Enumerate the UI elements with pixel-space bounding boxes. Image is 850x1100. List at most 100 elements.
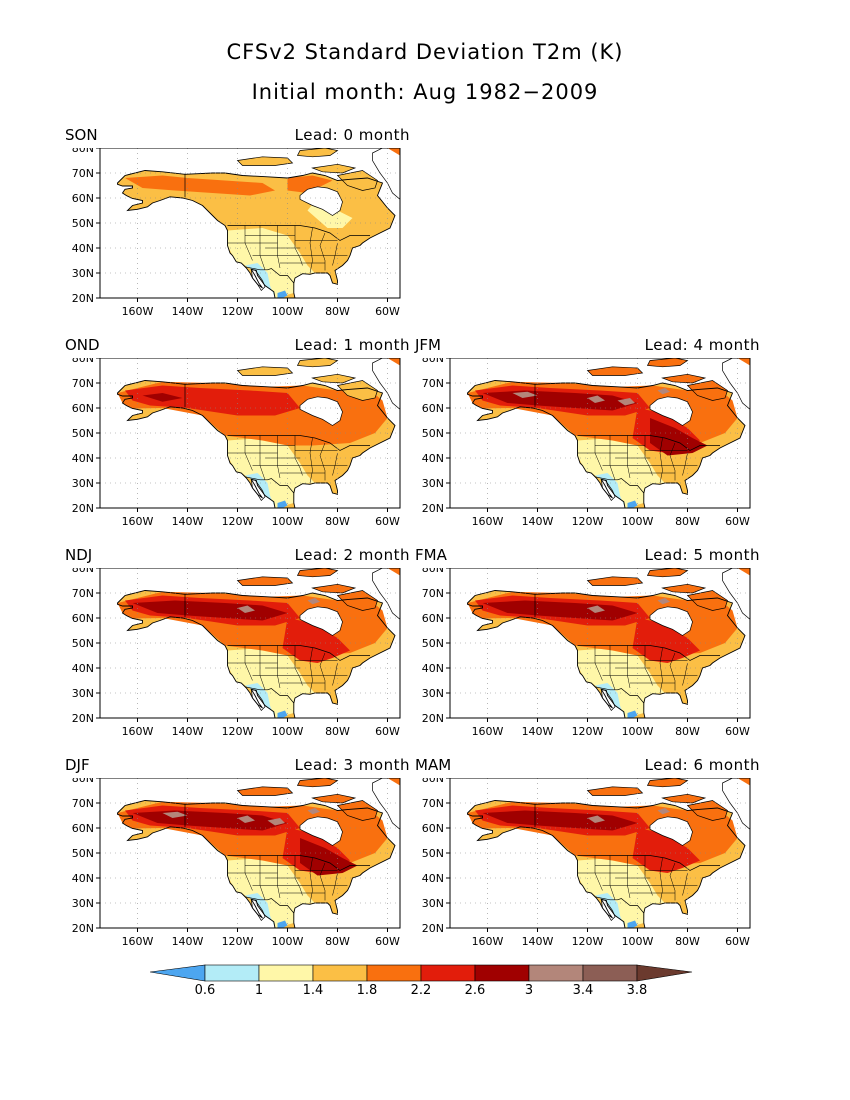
lon-tick-label: 60W — [375, 725, 400, 738]
lat-tick-label: 40N — [72, 872, 94, 885]
shaded-contour — [737, 568, 750, 576]
shaded-contour — [282, 618, 350, 663]
arctic-island — [311, 583, 357, 594]
lon-tick-label: 140W — [172, 935, 204, 948]
state-boundary — [659, 437, 663, 484]
panel-lead-label: Lead: 6 month — [644, 756, 760, 774]
lon-tick-label: 160W — [122, 305, 154, 318]
state-boundary — [309, 227, 313, 274]
shaded-contour — [577, 438, 665, 508]
lat-tick-label: 80N — [72, 358, 94, 365]
arctic-island — [296, 148, 339, 158]
arctic-island — [646, 358, 689, 368]
colorbar-segment — [258, 964, 314, 982]
lon-tick-label: 60W — [725, 725, 750, 738]
lat-tick-label: 50N — [72, 217, 94, 230]
country-border — [577, 645, 720, 661]
colorbar-segment — [366, 964, 422, 982]
arctic-island — [236, 366, 294, 376]
lat-tick-label: 30N — [72, 477, 94, 490]
lat-tick-label: 20N — [72, 292, 94, 305]
lon-tick-label: 160W — [472, 725, 504, 738]
lat-tick-label: 30N — [422, 687, 444, 700]
shaded-contour — [142, 393, 183, 402]
arctic-island — [646, 778, 689, 788]
lat-tick-label: 60N — [422, 822, 444, 835]
arctic-island — [646, 568, 689, 578]
panel-season-label: FMA — [415, 546, 447, 564]
arctic-island — [686, 380, 728, 401]
shaded-contour — [227, 228, 315, 298]
coastline — [117, 590, 396, 718]
colorbar-lower-extension — [149, 964, 206, 982]
lon-tick-label: 120W — [572, 935, 604, 948]
shaded-contour — [132, 600, 288, 621]
arctic-island — [236, 156, 294, 166]
colorbar-tick-label: 1.8 — [356, 983, 378, 998]
colorbar-segment — [204, 964, 260, 982]
lon-tick-label: 120W — [572, 725, 604, 738]
lat-tick-label: 60N — [72, 402, 94, 415]
shaded-contour — [657, 808, 670, 815]
shaded-contour — [267, 818, 285, 826]
lon-tick-label: 100W — [622, 935, 654, 948]
colorbar-segment — [528, 964, 584, 982]
colorbar-segment — [312, 964, 368, 982]
lat-tick-label: 40N — [72, 242, 94, 255]
lat-tick-label: 20N — [72, 922, 94, 935]
lon-tick-label: 140W — [172, 515, 204, 528]
coastline — [117, 170, 396, 298]
panel-season-label: OND — [65, 336, 100, 354]
lon-tick-label: 80W — [325, 725, 350, 738]
water-body — [299, 396, 343, 426]
arctic-island — [296, 358, 339, 368]
lon-tick-label: 160W — [122, 935, 154, 948]
country-border — [244, 896, 295, 914]
lat-tick-label: 80N — [72, 778, 94, 785]
water-body — [299, 606, 343, 636]
state-boundary — [309, 647, 313, 694]
lat-tick-label: 50N — [422, 427, 444, 440]
shaded-contour — [387, 568, 400, 576]
lon-tick-label: 80W — [675, 725, 700, 738]
state-boundary — [669, 442, 676, 481]
colorbar-tick-label: 3 — [524, 983, 534, 998]
arctic-island — [311, 793, 357, 804]
shaded-contour — [632, 828, 700, 873]
lon-tick-label: 80W — [325, 515, 350, 528]
shaded-contour — [627, 920, 638, 928]
lon-tick-label: 160W — [122, 725, 154, 738]
lon-tick-label: 100W — [272, 305, 304, 318]
panel-lead-label: Lead: 4 month — [644, 336, 760, 354]
panel-season-label: NDJ — [65, 546, 93, 564]
lon-tick-label: 100W — [272, 515, 304, 528]
shaded-contour — [587, 815, 605, 823]
state-boundary — [644, 855, 653, 896]
country-border — [594, 896, 645, 914]
colorbar-tick-label: 2.6 — [464, 983, 486, 998]
state-boundary — [294, 435, 303, 476]
shaded-contour — [227, 648, 315, 718]
lat-tick-label: 40N — [422, 872, 444, 885]
arctic-island — [686, 800, 728, 821]
lat-tick-label: 80N — [72, 148, 94, 155]
shaded-contour — [277, 290, 288, 298]
arctic-island — [236, 786, 294, 796]
lat-tick-label: 40N — [72, 662, 94, 675]
shaded-contour — [657, 388, 670, 395]
lon-tick-label: 140W — [172, 305, 204, 318]
lon-tick-label: 140W — [522, 935, 554, 948]
lat-tick-label: 50N — [72, 427, 94, 440]
shaded-contour — [387, 778, 400, 786]
shaded-contour — [227, 438, 315, 508]
arctic-island — [586, 786, 644, 796]
lat-tick-label: 80N — [72, 568, 94, 575]
shaded-contour — [482, 600, 638, 621]
colorbar-tick-label: 3.4 — [572, 983, 594, 998]
lon-tick-label: 160W — [122, 515, 154, 528]
lat-tick-label: 70N — [72, 797, 94, 810]
lat-tick-label: 30N — [72, 897, 94, 910]
coastline — [467, 590, 746, 718]
arctic-island — [586, 366, 644, 376]
state-boundary — [294, 855, 303, 896]
